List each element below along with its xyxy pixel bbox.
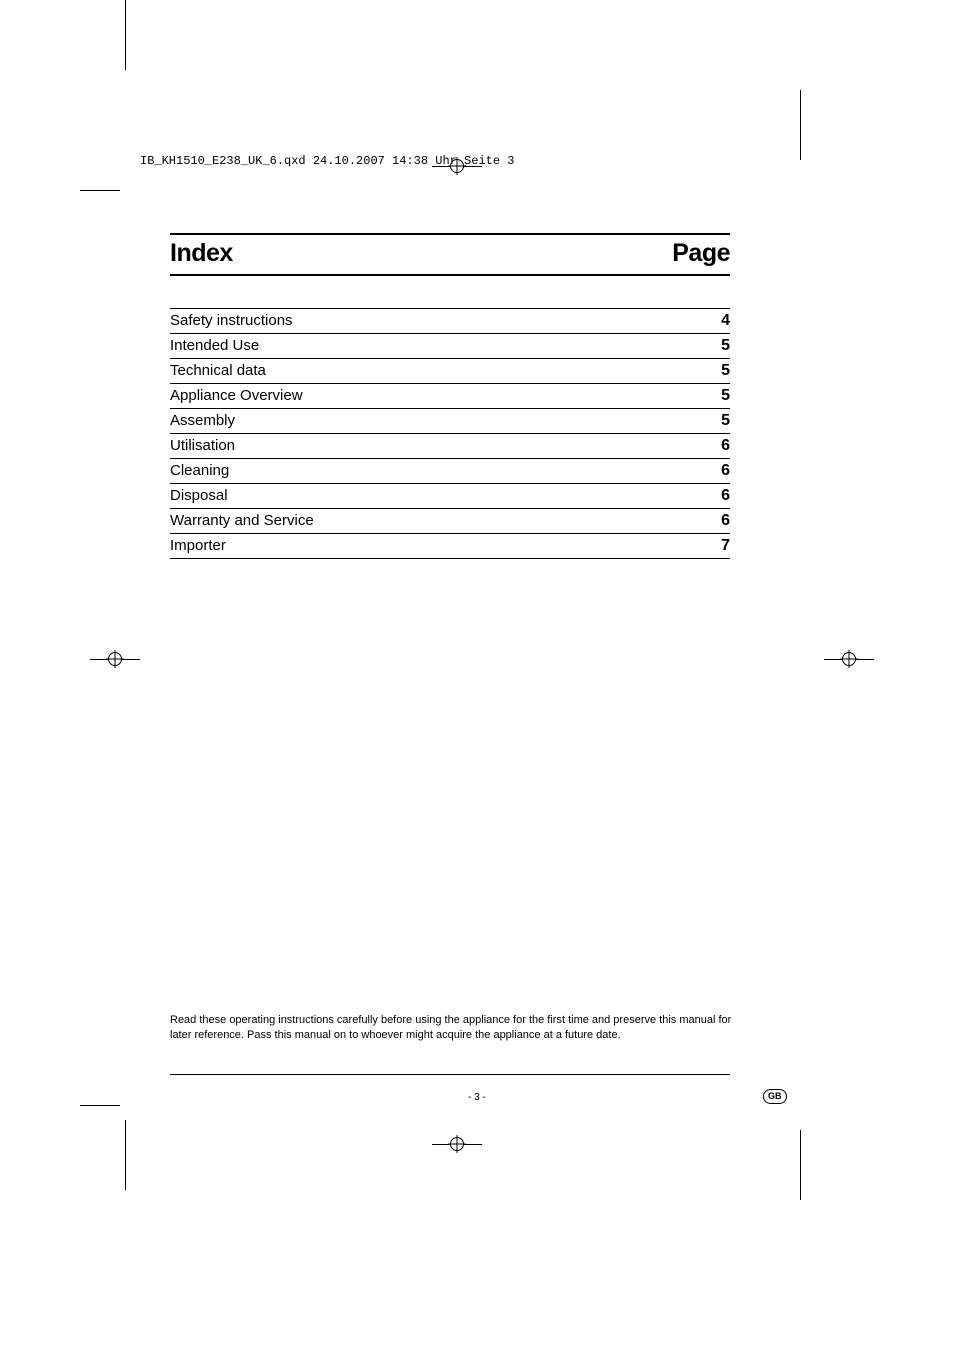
toc-row: Cleaning 6 [170, 458, 730, 483]
crop-mark [125, 1120, 126, 1190]
crop-mark [80, 1105, 120, 1106]
toc-page-number: 5 [721, 362, 730, 380]
crop-mark [800, 90, 801, 160]
registration-mark-icon [432, 1135, 482, 1153]
toc-label: Appliance Overview [170, 387, 303, 404]
print-header-slug: IB_KH1510_E238_UK_6.qxd 24.10.2007 14:38… [140, 154, 514, 168]
footnote-text: Read these operating instructions carefu… [170, 1013, 750, 1043]
toc-label: Cleaning [170, 462, 229, 479]
toc-page-number: 5 [721, 412, 730, 430]
toc-label: Warranty and Service [170, 512, 314, 529]
page-number: - 3 - [0, 1092, 954, 1103]
language-badge: GB [763, 1089, 787, 1104]
toc-row: Intended Use 5 [170, 333, 730, 358]
index-title-row: Index Page [170, 233, 730, 276]
toc-page-number: 7 [721, 537, 730, 555]
toc-row: Appliance Overview 5 [170, 383, 730, 408]
toc-label: Technical data [170, 362, 266, 379]
toc-page-number: 5 [721, 337, 730, 355]
toc-page-number: 6 [721, 512, 730, 530]
toc-page-number: 4 [721, 312, 730, 330]
toc-label: Assembly [170, 412, 235, 429]
toc-page-number: 6 [721, 437, 730, 455]
toc-row: Importer 7 [170, 533, 730, 559]
toc-label: Disposal [170, 487, 228, 504]
toc-row: Technical data 5 [170, 358, 730, 383]
crop-mark [125, 0, 126, 70]
footer-rule [170, 1074, 730, 1075]
toc-row: Utilisation 6 [170, 433, 730, 458]
toc-row: Assembly 5 [170, 408, 730, 433]
toc-row: Disposal 6 [170, 483, 730, 508]
toc-label: Importer [170, 537, 226, 554]
toc-label: Utilisation [170, 437, 235, 454]
toc-label: Safety instructions [170, 312, 293, 329]
index-title: Index [170, 239, 233, 268]
toc-label: Intended Use [170, 337, 259, 354]
toc-page-number: 6 [721, 487, 730, 505]
toc-row: Safety instructions 4 [170, 308, 730, 333]
crop-mark [800, 1130, 801, 1200]
registration-mark-icon [824, 650, 874, 668]
toc-page-number: 5 [721, 387, 730, 405]
toc-page-number: 6 [721, 462, 730, 480]
toc-row: Warranty and Service 6 [170, 508, 730, 533]
registration-mark-icon [90, 650, 140, 668]
page-content: Index Page Safety instructions 4 Intende… [170, 233, 730, 559]
crop-mark [80, 190, 120, 191]
page-title: Page [672, 239, 730, 268]
